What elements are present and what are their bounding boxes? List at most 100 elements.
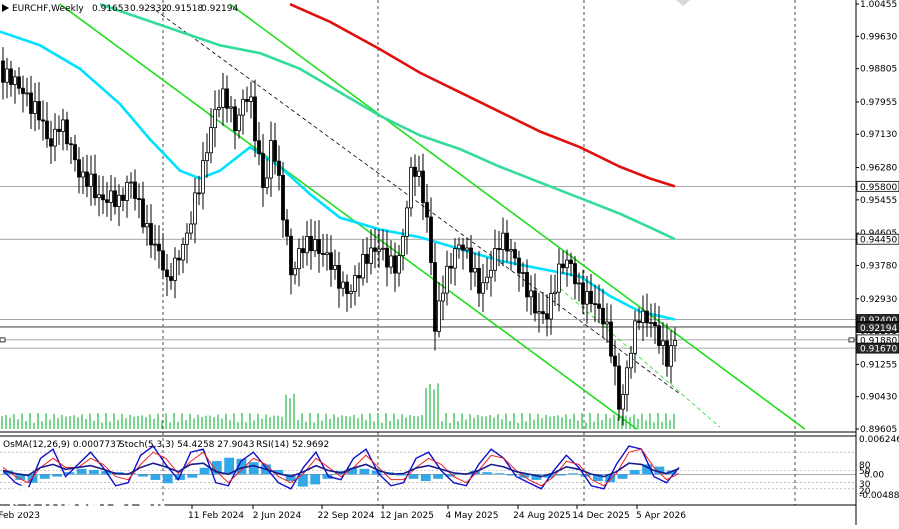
candle-body (521, 272, 525, 274)
candle-body (549, 293, 553, 320)
osma-bar (592, 474, 603, 482)
trend-lines (59, 3, 806, 430)
osma-bar (408, 474, 419, 479)
level-tag-label: 0.91880 (860, 336, 897, 346)
level-right-marker (848, 337, 855, 343)
candle-body (81, 171, 85, 178)
header-low: 0.91518 (166, 4, 203, 14)
candle-body (229, 106, 233, 109)
candle-body (105, 199, 109, 203)
candle-body (585, 290, 589, 305)
candle-body (485, 276, 489, 284)
candle-body (9, 68, 13, 85)
candle-body (69, 143, 73, 146)
candle-body (473, 267, 477, 273)
osma-bar (15, 474, 26, 480)
candle-body (365, 254, 369, 264)
candle-body (129, 181, 133, 184)
osma-bar (420, 474, 431, 482)
price-panel[interactable] (0, 0, 856, 505)
candle-body (509, 249, 513, 252)
candle-body (477, 267, 481, 294)
candle-body (569, 259, 573, 264)
candle-body (213, 108, 217, 129)
candle-body (309, 235, 313, 252)
osma-bar (162, 474, 173, 484)
channel-line (149, 5, 681, 395)
candle-body (373, 247, 377, 252)
candle-body (121, 194, 125, 201)
moving-average-line (99, 2, 676, 241)
header-close: 0.92194 (201, 4, 238, 14)
level-tag-label: 0.91670 (860, 345, 897, 355)
candle-body (157, 243, 161, 252)
candle-body (177, 257, 181, 261)
osma-bar (617, 474, 628, 479)
candle-body (97, 194, 101, 199)
level-tag-label: 0.92400 (860, 316, 897, 326)
candle-body (405, 207, 409, 237)
level-tag-label: 0.92194 (860, 324, 897, 334)
candle-body (349, 291, 353, 294)
time-tick-label: 12 Jan 2025 (380, 511, 434, 521)
candle-body (553, 291, 557, 294)
candle-body (649, 322, 653, 324)
osma-bar (52, 474, 62, 477)
candle-body (321, 253, 325, 255)
candle-body (49, 138, 53, 147)
candle-body (221, 88, 225, 108)
candle-body (597, 303, 601, 309)
candle-body (593, 303, 597, 305)
candle-body (565, 259, 569, 269)
time-tick-label: 24 Aug 2025 (513, 511, 571, 521)
moving-average-line (289, 3, 676, 188)
logo-brand: instaforex (40, 488, 166, 513)
candle-body (541, 311, 545, 315)
candle-body (453, 248, 457, 269)
candle-body (449, 265, 453, 269)
osma-bar (285, 474, 296, 482)
candle-body (377, 248, 381, 252)
candle-body (465, 247, 469, 251)
osma-bar (543, 474, 554, 478)
scroll-marker-icon[interactable] (676, 0, 690, 6)
candle-body (261, 153, 265, 188)
candle-body (273, 140, 277, 162)
candle-body (633, 320, 637, 354)
candle-body (113, 190, 117, 207)
osc-axis-label: 30 (859, 480, 871, 490)
osc-axis-label: 50 (859, 467, 871, 477)
candle-body (77, 159, 81, 178)
time-tick-label: 11 Feb 2024 (188, 511, 244, 521)
oscillator-lines (2, 445, 680, 490)
price-tick-label: 0.95455 (860, 196, 897, 206)
candle-body (533, 290, 537, 314)
candle-body (29, 92, 33, 114)
candle-body (173, 257, 177, 281)
time-tick-label: 5 Apr 2026 (636, 511, 686, 521)
candle-body (641, 310, 645, 323)
candle-body (17, 76, 21, 89)
instaforex-logo-icon (8, 485, 36, 513)
candle-body (165, 269, 169, 277)
price-tick-label: 0.89605 (860, 425, 897, 435)
osc-axis-label: -0.004888 (859, 491, 899, 501)
oscillator-panel[interactable] (0, 445, 856, 490)
price-tick-label: 0.97955 (860, 98, 897, 108)
price-tick-label: 0.98805 (860, 65, 897, 75)
candle-body (297, 248, 301, 270)
oscillator-header: OsMA(12,26,9) 0.0007737 Stoch(5,3,3) 54.… (3, 440, 329, 450)
candle-body (37, 101, 41, 121)
osc-zero-label: 0.00 (864, 470, 884, 480)
osma-bar (150, 474, 161, 480)
candle-body (665, 340, 669, 367)
vertical-grid (162, 0, 796, 505)
candle-body (589, 290, 593, 304)
candle-body (325, 252, 329, 255)
candle-body (613, 355, 617, 367)
candle-body (529, 290, 533, 298)
candle-body (369, 247, 373, 264)
candle-body (481, 282, 485, 294)
